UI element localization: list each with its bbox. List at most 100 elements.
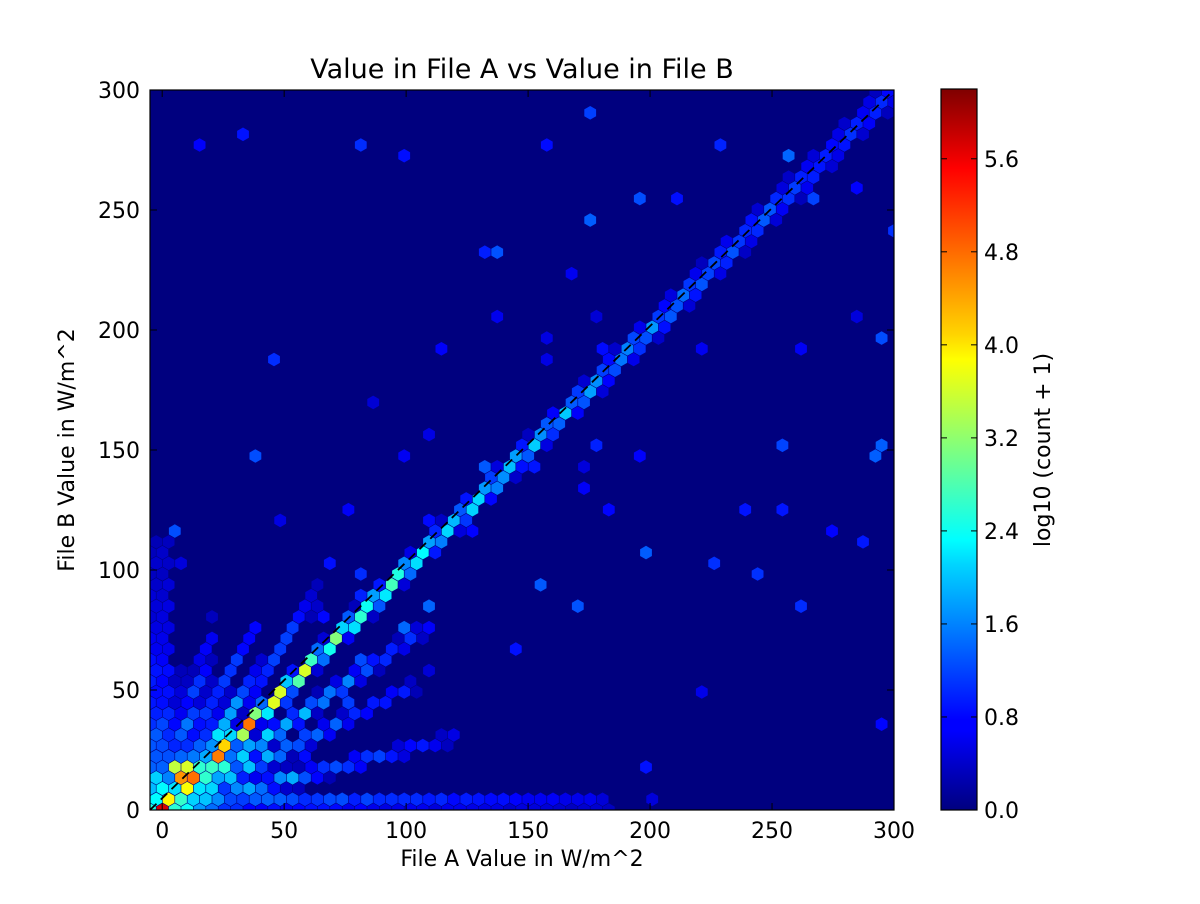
hexbin-cell (342, 674, 355, 689)
hexbin-cell (330, 674, 342, 689)
hexbin-cell (342, 695, 355, 710)
hexbin-cell (416, 738, 429, 753)
hexbin-cell (292, 717, 305, 731)
hexbin-cell (249, 620, 262, 635)
hexbin-cell (305, 803, 318, 810)
hexbin-cell (379, 803, 392, 810)
hexbin-cell (181, 738, 194, 753)
hexbin-cell (336, 792, 349, 807)
hexbin-cell (286, 706, 299, 721)
hexbin-cell (578, 460, 590, 474)
hexbin-cell (348, 620, 361, 635)
hexbin-cell (497, 792, 510, 807)
hexbin-cell (342, 803, 355, 810)
hexbin-cell (472, 792, 485, 807)
hexbin-cell (206, 610, 218, 624)
hexbin-cell (249, 771, 262, 785)
hexbin-cell (280, 803, 293, 810)
hexbin-cell (348, 663, 361, 678)
hexbin-cell (311, 578, 324, 592)
colorbar-gradient (940, 88, 978, 811)
hexbin-cell (317, 760, 330, 774)
hexbin-cell (435, 792, 448, 807)
colorbar: 0.0 0.8 1.6 2.4 3.2 4.0 4.8 5.6 log10 (count + … (940, 88, 1056, 824)
hexbin-cell (175, 749, 187, 764)
hexbin-cell (379, 653, 392, 667)
hexbin-cell (348, 792, 361, 807)
hexbin-cell (199, 728, 212, 742)
hexbin-cell (695, 685, 708, 699)
hexbin-cell (230, 760, 243, 774)
colorbar-tick-label: 5.6 (984, 148, 1019, 173)
hexbin-cell (540, 803, 553, 810)
hexbin-cell (274, 771, 287, 785)
hexbin-cell (720, 256, 733, 270)
hexbin-cell (255, 717, 268, 731)
hexbin-cell (547, 792, 559, 807)
hexbin-cell (354, 674, 367, 689)
colorbar-ticks: 0.0 0.8 1.6 2.4 3.2 4.0 4.8 5.6 (941, 148, 1019, 824)
hexbin-cell (175, 792, 187, 807)
hexbin-cell (193, 781, 206, 796)
y-tick-label: 50 (112, 679, 140, 704)
hexbin-cell (181, 717, 194, 731)
hexbin-cell (596, 384, 609, 399)
hexbin-cell (224, 728, 237, 742)
hexbin-cell (627, 331, 640, 345)
hexbin-cell (224, 706, 237, 721)
hexbin-cell (280, 781, 293, 796)
hexbin-cell (150, 578, 163, 592)
hexbin-cell (578, 803, 590, 810)
hexbin-cell (150, 556, 163, 571)
hexbin-cell (162, 706, 175, 721)
hexbin-cell (268, 695, 280, 710)
hexbin-cell (330, 803, 342, 810)
hexbin-cell (367, 588, 380, 603)
hexbin-cell (478, 481, 491, 495)
hexbin-cell (354, 567, 367, 581)
hexbin-cell (850, 181, 863, 195)
hexbin-cell (150, 545, 156, 560)
hexbin-cell (354, 588, 367, 603)
hexbin-cell (398, 749, 411, 764)
hexbin-cell (385, 578, 398, 592)
hexbin-cell (268, 717, 280, 731)
hexbin-cell (850, 116, 863, 131)
hexbin-cell (249, 728, 262, 742)
hexbin-cell (714, 266, 727, 281)
hexbin-cell (795, 170, 807, 184)
hexbin-cell (330, 631, 342, 646)
hexbin-cell (491, 803, 504, 810)
hexbin-cell (218, 674, 231, 689)
hexbin-cell (423, 513, 435, 528)
hexbin-cell (218, 738, 231, 753)
hexbin-cell (385, 792, 398, 807)
hexbin-cell (323, 642, 336, 656)
hexbin-cell (466, 524, 479, 538)
hexbin-cell (268, 803, 280, 810)
hexbin-cell (379, 588, 392, 603)
hexbin-cell (150, 653, 156, 667)
hexbin-cell (646, 320, 659, 335)
hexbin-cell (702, 266, 714, 281)
hexbin-cell (286, 792, 299, 807)
hexbin-cell (311, 706, 324, 721)
hexbin-cell (807, 170, 820, 184)
hexbin-cell (237, 728, 249, 742)
hexbin-cell (485, 492, 497, 506)
hexbin-cell (857, 535, 869, 549)
hexbin-cell (280, 631, 293, 646)
hexbin-cell (354, 138, 367, 152)
hexbin-cell (230, 803, 243, 810)
hexbin-cell (354, 803, 367, 810)
hexbin-cell (168, 695, 181, 710)
hexbin-cell (317, 610, 330, 624)
hexbin-cell (404, 674, 417, 689)
hexbin-cell (305, 588, 318, 603)
hexbin-cell (150, 728, 163, 742)
hexbin-cell (590, 309, 603, 324)
hexbin-cell (286, 620, 299, 635)
hexbin-cell (305, 610, 318, 624)
hexbin-cell (268, 653, 280, 667)
hexbin-cell (212, 706, 225, 721)
